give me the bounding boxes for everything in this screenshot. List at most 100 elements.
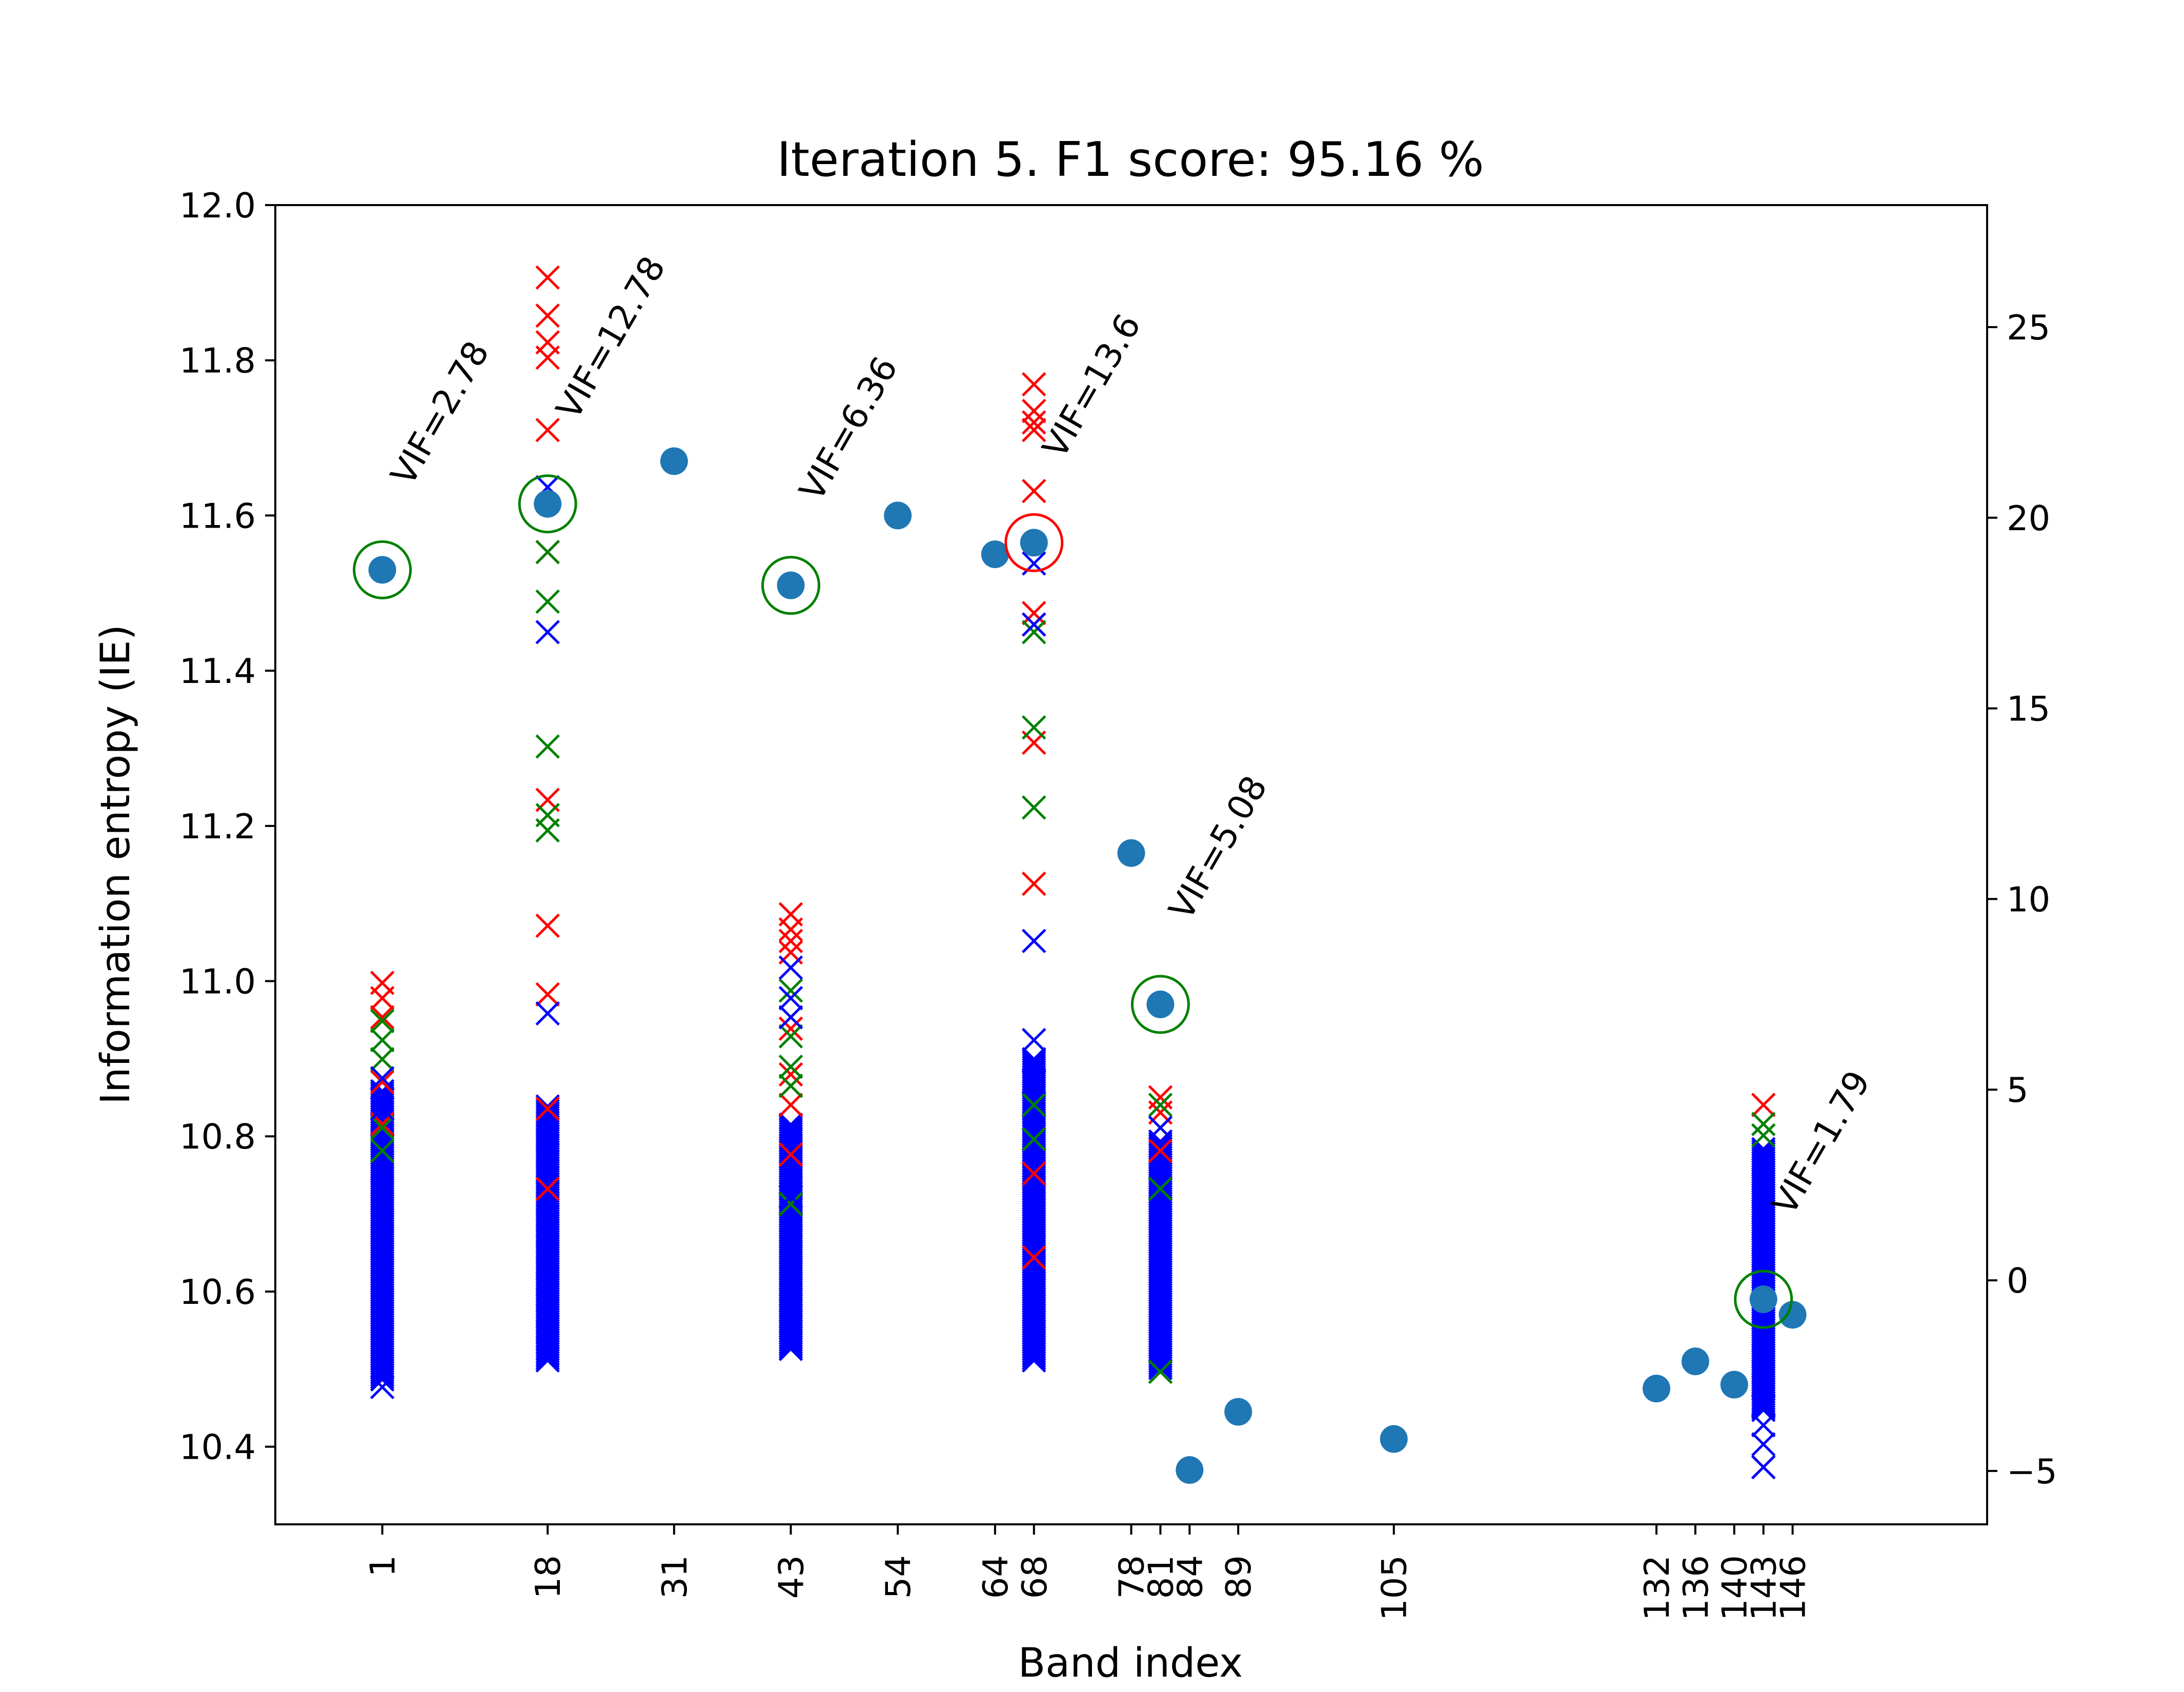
x-marker-stroke — [1022, 600, 1046, 626]
x-marker-point — [1022, 929, 1046, 953]
x-marker-point — [1022, 478, 1046, 503]
x-marker-point — [370, 1066, 395, 1091]
band-point — [660, 447, 688, 475]
x-marker-stroke — [778, 1093, 803, 1117]
cluster-x-marker — [1148, 1134, 1173, 1159]
x-marker-stroke — [778, 1142, 803, 1167]
cluster-x-marker — [778, 1121, 803, 1146]
x-marker-stroke — [778, 1016, 803, 1041]
x-marker-point — [1022, 600, 1046, 626]
x-marker-stroke — [535, 1094, 560, 1119]
highlight-circle — [1130, 975, 1190, 1034]
x-marker-point — [1148, 1115, 1173, 1140]
x-marker-stroke — [535, 913, 560, 938]
y-tick-label: 10.4 — [179, 1427, 256, 1467]
cluster-x-marker — [1751, 1146, 1776, 1171]
x-marker-point — [778, 986, 803, 1011]
x-marker-stroke — [778, 1024, 803, 1049]
x-marker-stroke — [778, 1184, 803, 1209]
x-marker-point — [535, 539, 560, 565]
y-axis-label: Information entropy (IE) — [93, 625, 139, 1104]
x-marker-point — [535, 1001, 560, 1026]
x-tick-label: 81 — [1141, 1555, 1181, 1599]
x-marker-point — [1751, 1432, 1776, 1457]
cluster-x-marker — [778, 1124, 803, 1149]
x-marker-stroke — [1751, 1141, 1776, 1166]
x-marker-stroke — [1022, 1245, 1046, 1270]
x-marker-stroke — [1022, 410, 1046, 435]
x-marker-point — [535, 265, 560, 290]
x-marker-point — [778, 1024, 803, 1049]
x-marker-point — [1022, 417, 1046, 442]
x-tick-label: 64 — [976, 1555, 1016, 1599]
x-marker-stroke — [535, 1105, 560, 1131]
x-marker-point — [535, 303, 560, 328]
x-marker-stroke — [370, 1096, 395, 1121]
x-marker-stroke — [370, 1375, 395, 1400]
band-point — [1778, 1301, 1807, 1329]
x-marker-point — [370, 1138, 395, 1163]
x-marker-point — [370, 1096, 395, 1121]
x-marker-stroke — [1022, 620, 1046, 644]
x-marker-stroke — [370, 1138, 395, 1163]
x-marker-stroke — [1022, 1093, 1046, 1117]
x-marker-point — [778, 1054, 803, 1079]
x-marker-point — [1022, 795, 1046, 820]
cluster-x-marker — [370, 1088, 395, 1113]
cluster-x-marker — [778, 1119, 803, 1144]
y-tick-label: 11.2 — [179, 807, 256, 847]
x-marker-stroke — [1022, 1127, 1046, 1152]
x-marker-point — [1148, 1359, 1173, 1384]
x-marker-point — [535, 1096, 560, 1121]
y2-tick-label: −5 — [2007, 1452, 2057, 1492]
x-marker-stroke — [778, 917, 803, 942]
x-marker-stroke — [535, 589, 560, 614]
x-marker-point — [1751, 1455, 1776, 1480]
x-marker-stroke — [778, 1119, 803, 1144]
x-marker-stroke — [1148, 1136, 1173, 1161]
x-marker-stroke — [1148, 1115, 1173, 1140]
x-marker-stroke — [370, 1088, 395, 1113]
x-marker-point — [1022, 612, 1046, 637]
x-marker-stroke — [535, 982, 560, 1007]
x-marker-stroke — [535, 734, 560, 759]
band-point — [1176, 1456, 1204, 1484]
x-marker-point — [1022, 1093, 1046, 1117]
x-tick-label: 68 — [1015, 1555, 1055, 1599]
cluster-x-marker — [778, 1115, 803, 1139]
x-marker-point — [778, 1184, 803, 1209]
y2-tick-label: 15 — [2007, 689, 2050, 729]
x-axis-label: Band index — [1018, 1640, 1243, 1686]
x-marker-point — [535, 982, 560, 1007]
y2-tick-label: 0 — [2007, 1261, 2029, 1301]
x-marker-stroke — [778, 1121, 803, 1146]
x-marker-point — [1148, 1093, 1173, 1117]
x-marker-stroke — [535, 1001, 560, 1026]
x-marker-point — [535, 620, 560, 644]
x-marker-stroke — [370, 986, 395, 1011]
cluster-x-marker — [778, 1112, 803, 1137]
x-marker-stroke — [370, 1005, 395, 1030]
x-marker-stroke — [535, 620, 560, 644]
x-marker-stroke — [1751, 1143, 1776, 1169]
x-marker-stroke — [370, 1090, 395, 1115]
x-marker-stroke — [370, 1028, 395, 1053]
x-marker-stroke — [535, 1099, 560, 1123]
x-marker-point — [1022, 620, 1046, 644]
x-marker-stroke — [1022, 1051, 1046, 1075]
x-marker-stroke — [778, 1112, 803, 1137]
x-marker-stroke — [1022, 1046, 1046, 1072]
x-marker-point — [1751, 1112, 1776, 1136]
x-tick-label: 18 — [528, 1555, 568, 1599]
x-marker-point — [778, 1074, 803, 1098]
x-marker-point — [535, 345, 560, 370]
x-marker-stroke — [370, 1115, 395, 1140]
x-marker-point — [778, 1192, 803, 1217]
x-marker-stroke — [1022, 478, 1046, 503]
x-marker-stroke — [1022, 398, 1046, 424]
x-marker-stroke — [1022, 795, 1046, 820]
x-marker-stroke — [778, 955, 803, 980]
y2-tick-label: 25 — [2007, 308, 2050, 348]
x-marker-point — [1022, 1070, 1046, 1095]
band-point — [1020, 529, 1048, 557]
